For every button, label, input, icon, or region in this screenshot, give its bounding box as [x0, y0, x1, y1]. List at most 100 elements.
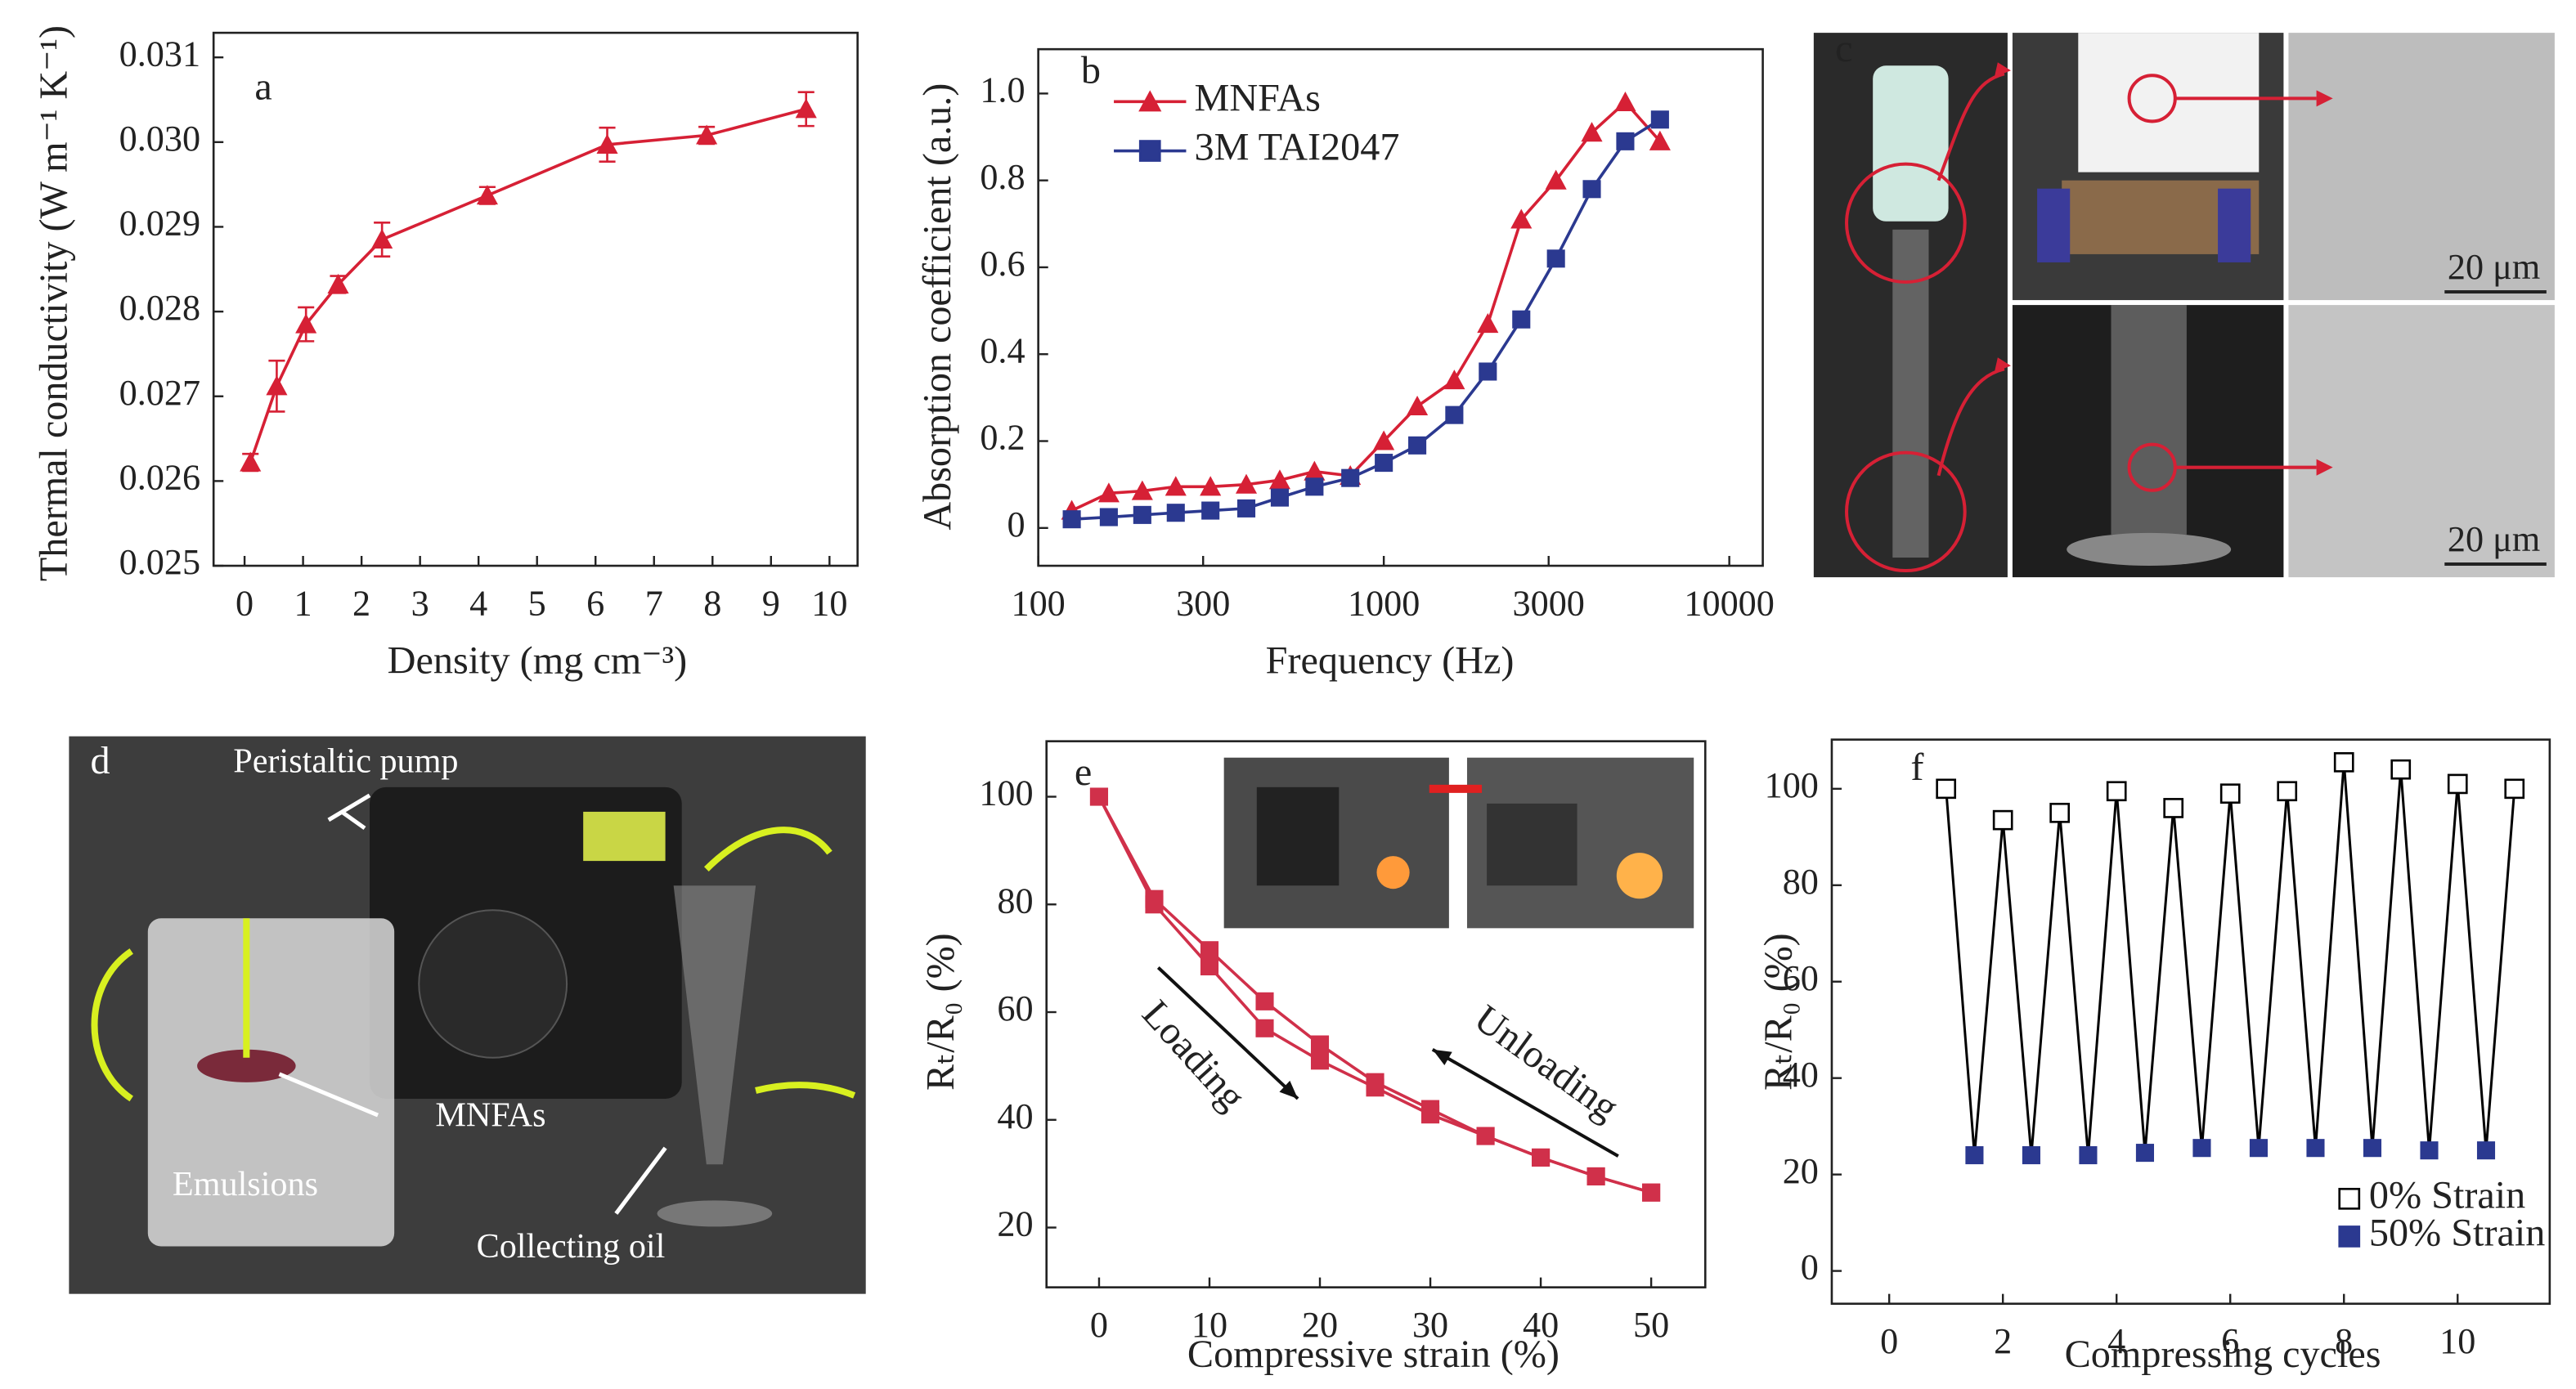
- marker: [1992, 809, 2013, 831]
- scale-bar-label: 20 μm: [2448, 519, 2540, 559]
- marker: [2333, 752, 2354, 773]
- clamp: [2218, 188, 2251, 262]
- y-tick-label: 0.025: [119, 542, 200, 582]
- y-tick-label: 20: [997, 1204, 1033, 1244]
- marker: [1099, 508, 1118, 526]
- base: [2067, 532, 2232, 567]
- scale-bar-label: 20 μm: [2448, 247, 2540, 287]
- glass: [673, 885, 756, 1165]
- marker: [1097, 482, 1120, 503]
- plot-frame: [212, 31, 859, 567]
- x-tick-label: 0: [236, 583, 254, 623]
- marker: [1581, 122, 1603, 142]
- marker: [1936, 778, 1957, 800]
- marker: [1545, 169, 1567, 190]
- photo-panel-c: c 20 μm 20 μm: [1813, 27, 2555, 578]
- y-tick-label: 60: [997, 988, 1033, 1028]
- marker: [1089, 787, 1109, 806]
- marker: [1304, 460, 1326, 481]
- panel-label: c: [1835, 27, 1852, 70]
- x-tick-label: 4: [469, 583, 487, 623]
- marker: [795, 98, 817, 119]
- marker: [1133, 505, 1151, 524]
- y-tick-label: 0: [1801, 1248, 1819, 1288]
- panel-label: d: [90, 739, 110, 782]
- marker: [1420, 1100, 1440, 1118]
- marker: [1582, 180, 1601, 199]
- x-tick-label: 20: [1302, 1305, 1338, 1345]
- marker: [2106, 781, 2127, 802]
- marker: [2163, 798, 2184, 818]
- x-tick-label: 10: [811, 583, 847, 623]
- plot-frame: [1830, 738, 2551, 1305]
- x-tick-label: 40: [1523, 1305, 1559, 1345]
- legend-marker: [2338, 1187, 2361, 1210]
- marker: [1310, 1035, 1330, 1054]
- panel-label: f: [1910, 746, 1924, 789]
- marker: [1200, 941, 1219, 960]
- connector: [2030, 813, 2062, 1156]
- marker: [1166, 504, 1185, 522]
- y-tick-label: 0.2: [980, 418, 1025, 458]
- connector: [2228, 793, 2260, 1149]
- marker: [371, 228, 393, 249]
- x-tick-label: 9: [762, 583, 780, 623]
- y-tick-label: 0.027: [119, 373, 200, 413]
- annotation-arrow: [1431, 1048, 1619, 1158]
- marker: [476, 185, 498, 205]
- marker: [295, 313, 317, 334]
- marker: [1546, 249, 1565, 268]
- marker: [1165, 476, 1187, 496]
- marker: [2022, 1146, 2040, 1165]
- x-tick-label: 1000: [1348, 583, 1420, 623]
- marker: [1443, 370, 1465, 390]
- x-tick-label: 1: [294, 583, 312, 623]
- beaker: [147, 918, 395, 1247]
- x-tick-label: 2: [1994, 1321, 2012, 1361]
- connector: [2313, 762, 2345, 1149]
- x-tick-label: 50: [1633, 1305, 1669, 1345]
- marker: [2249, 1139, 2269, 1158]
- photo-label: MNFAs: [435, 1096, 545, 1135]
- connector: [2115, 791, 2147, 1154]
- x-tick-label: 10: [2439, 1321, 2475, 1361]
- y-tick-label: 100: [979, 773, 1033, 813]
- mnfa-sample: [197, 1049, 296, 1082]
- y-axis-label: Rₜ/R₀ (%): [1757, 933, 1801, 1091]
- x-axis-label: Frequency (Hz): [1266, 638, 1515, 682]
- x-axis-label: Compressive strain (%): [1187, 1333, 1560, 1376]
- marker: [1268, 469, 1291, 490]
- x-tick-label: 10: [1192, 1305, 1227, 1345]
- marker: [2135, 1144, 2155, 1163]
- marker: [1366, 1073, 1384, 1091]
- y-tick-label: 40: [997, 1096, 1033, 1136]
- marker: [1510, 208, 1533, 229]
- chart: 100 300 1000 3000 10000 0 0.2 0.4 0.6 0.8 1.0 Frequ…: [916, 47, 1775, 682]
- press: [1256, 786, 1340, 886]
- y-tick-label: 0.4: [980, 330, 1025, 370]
- y-axis-label: Absorption coefficient (a.u.): [916, 83, 959, 531]
- marker: [1477, 312, 1499, 334]
- legend-marker: [2338, 1225, 2361, 1248]
- connector: [1972, 820, 2004, 1156]
- marker: [696, 124, 718, 145]
- legend-label: 50% Strain: [2369, 1212, 2546, 1255]
- marker: [2079, 1146, 2098, 1165]
- connector: [2342, 762, 2374, 1149]
- marker: [2049, 802, 2071, 823]
- marker: [1255, 992, 1274, 1010]
- press: [1487, 803, 1577, 886]
- connector: [2371, 769, 2403, 1149]
- flow-arrow: [91, 827, 856, 1102]
- y-tick-label: 0.030: [119, 119, 200, 159]
- legend-marker: [1138, 140, 1161, 162]
- tube: [2111, 305, 2187, 535]
- marker: [2504, 778, 2525, 800]
- marker: [596, 133, 618, 154]
- x-tick-label: 4: [2107, 1321, 2125, 1361]
- y-tick-label: 0.031: [119, 34, 200, 74]
- panel-label: a: [254, 65, 272, 108]
- photo-label: Collecting oil: [477, 1227, 666, 1266]
